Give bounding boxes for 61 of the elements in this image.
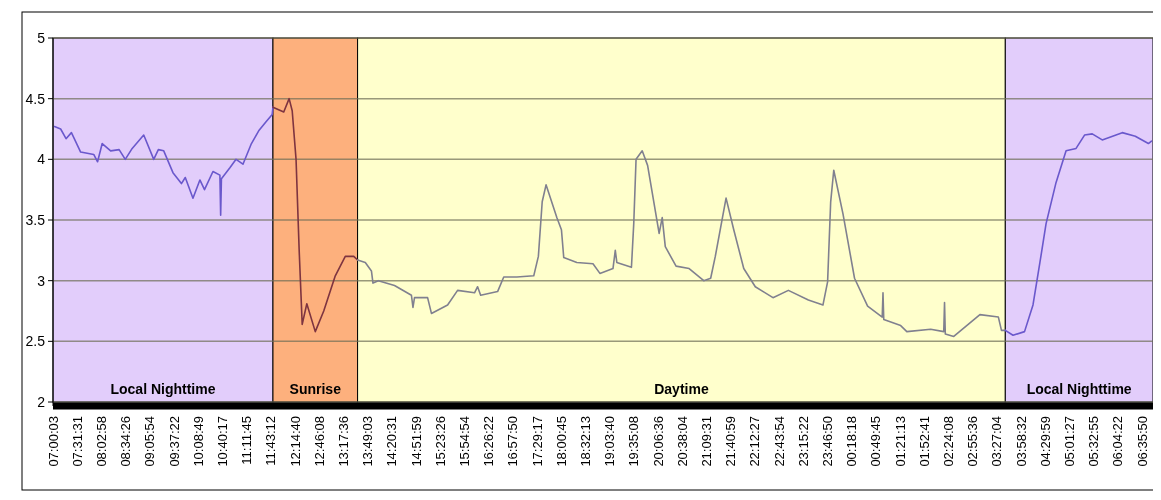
- x-tick-label: 09:05:54: [142, 416, 158, 467]
- x-tick-label: 23:15:22: [795, 416, 811, 467]
- x-tick-label: 07:31:31: [69, 416, 85, 467]
- x-tick-label: 23:46:50: [820, 416, 836, 467]
- x-tick-label: 19:35:08: [626, 416, 642, 467]
- x-tick-label: 00:49:45: [868, 416, 884, 467]
- y-tick-label: 3.5: [25, 211, 46, 228]
- x-tick-label: 16:26:22: [481, 416, 497, 467]
- x-tick-label: 11:11:45: [239, 416, 255, 465]
- y-tick-label: 2.5: [25, 333, 46, 350]
- line-series: [356, 150, 1007, 338]
- x-tick-label: 01:52:41: [916, 416, 932, 467]
- band-label: Local Nighttime: [110, 381, 216, 397]
- x-tick-label: 18:32:13: [578, 416, 593, 467]
- line-series: [53, 106, 274, 216]
- x-tick-label: 00:18:18: [844, 416, 860, 467]
- y-tick-label: 3: [37, 272, 46, 289]
- y-tick-label: 2: [37, 393, 46, 410]
- x-tick-label: 05:32:55: [1086, 416, 1102, 467]
- x-tick-label: 20:38:04: [674, 416, 690, 467]
- x-tick-label: 18:00:45: [553, 416, 569, 467]
- x-tick-label: 02:55:36: [965, 416, 981, 467]
- x-tick-label: 03:27:04: [989, 416, 1005, 467]
- x-tick-label: 17:29:17: [529, 416, 545, 467]
- x-tick-label: 22:43:54: [771, 416, 787, 467]
- x-tick-label: 10:08:49: [190, 416, 206, 467]
- x-tick-label: 13:17:36: [335, 416, 351, 467]
- x-tick-label: 21:40:59: [723, 416, 739, 467]
- x-tick-label: 10:40:17: [214, 416, 230, 467]
- x-tick-label: 15:23:26: [432, 416, 448, 467]
- x-tick-label: 19:03:40: [602, 416, 618, 467]
- x-tick-label: 09:37:22: [166, 416, 182, 467]
- x-tick-label: 13:49:03: [360, 416, 376, 467]
- x-tick-label: 14:20:31: [384, 416, 400, 467]
- x-tick-label: 12:46:08: [311, 416, 327, 467]
- line-series: [272, 97, 359, 333]
- x-tick-label: 03:58:32: [1013, 416, 1029, 467]
- x-tick-label: 22:12:27: [747, 416, 763, 467]
- x-tick-label: 06:35:50: [1134, 416, 1150, 467]
- x-tick-label: 05:01:27: [1062, 416, 1078, 467]
- x-tick-label: 21:09:31: [699, 416, 715, 467]
- x-tick-label: 12:14:40: [287, 416, 303, 467]
- x-tick-label: 06:04:22: [1110, 416, 1126, 467]
- x-tick-label: 02:24:08: [941, 416, 957, 467]
- x-tick-label: 20:06:36: [650, 416, 666, 467]
- x-tick-label: 11:43:12: [263, 416, 279, 466]
- x-tick-label: 01:21:13: [892, 416, 908, 467]
- x-tick-label: 15:54:54: [456, 416, 472, 467]
- x-tick-label: 04:29:59: [1037, 416, 1053, 467]
- x-tick-label: 08:02:58: [93, 416, 109, 467]
- y-tick-label: 5: [37, 29, 46, 46]
- band-label: Sunrise: [289, 381, 342, 397]
- band-label: Local Nighttime: [1026, 381, 1132, 397]
- y-tick-label: 4.5: [25, 90, 46, 107]
- x-tick-label: 14:51:59: [408, 416, 424, 467]
- x-tick-label: 08:34:26: [118, 416, 134, 467]
- x-tick-label: 07:00:03: [45, 416, 61, 467]
- y-tick-label: 4: [37, 151, 46, 168]
- x-tick-label: 16:57:50: [505, 416, 521, 467]
- line-series: [1004, 131, 1153, 337]
- band-label: Daytime: [654, 381, 709, 397]
